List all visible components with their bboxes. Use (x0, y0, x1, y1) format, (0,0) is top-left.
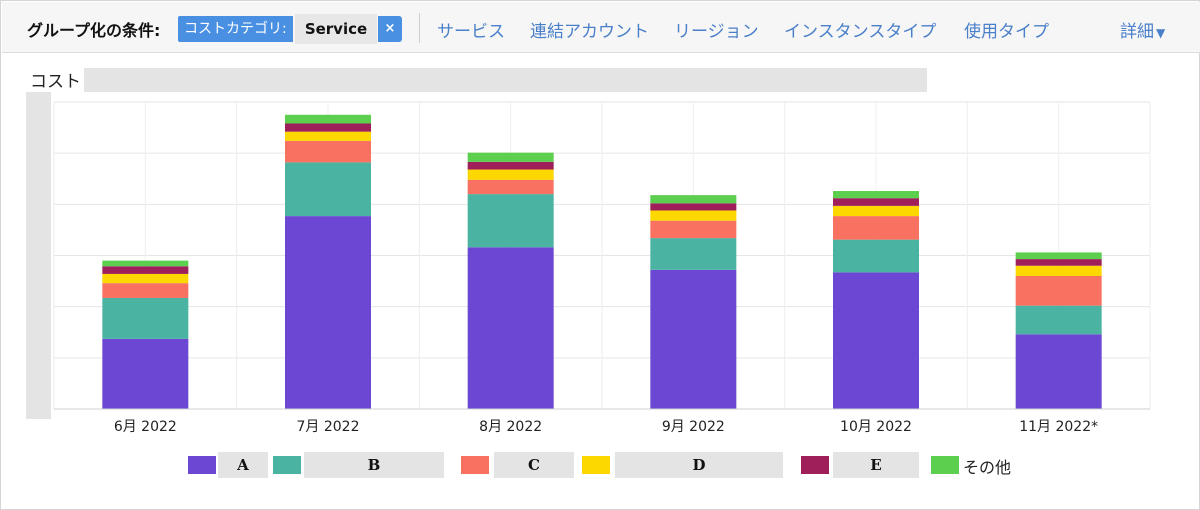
legend-label-a[interactable]: A (218, 452, 268, 478)
chevron-down-icon: ▼ (1156, 26, 1166, 40)
bar-segment-e-5[interactable] (1015, 259, 1102, 266)
bar-segment-d-3[interactable] (650, 210, 737, 221)
group-by-toolbar: グループ化の条件: コストカテゴリ: Service × サービス 連結アカウン… (2, 2, 1200, 53)
redacted-chart-title (84, 68, 927, 92)
x-tick-label: 10月 2022 (840, 419, 912, 435)
bar-segment-e-2[interactable] (467, 161, 554, 170)
x-tick-label: 9月 2022 (662, 419, 725, 435)
bar-segment-other-4[interactable] (833, 191, 919, 199)
bar-segment-other-2[interactable] (467, 152, 554, 162)
bar-segment-d-5[interactable] (1015, 265, 1102, 276)
bar-segment-b-5[interactable] (1015, 305, 1102, 335)
group-by-usage-type-link[interactable]: 使用タイプ (964, 22, 1049, 42)
bar-segment-a-2[interactable] (467, 247, 554, 409)
legend-label-d[interactable]: D (615, 452, 783, 478)
bar-segment-e-4[interactable] (833, 198, 919, 206)
bar-segment-a-1[interactable] (285, 216, 371, 409)
bar-segment-e-3[interactable] (650, 203, 737, 211)
bar-segment-c-4[interactable] (833, 216, 919, 240)
x-tick-label: 7月 2022 (297, 419, 360, 435)
legend-swatch-e[interactable] (801, 456, 829, 474)
filter-chip-value[interactable]: Service (295, 14, 377, 44)
bar-segment-b-2[interactable] (467, 194, 554, 248)
bar-segment-b-3[interactable] (650, 238, 737, 270)
bar-segment-a-5[interactable] (1015, 334, 1102, 409)
group-by-instance-type-link[interactable]: インスタンスタイプ (784, 22, 937, 42)
group-by-label: グループ化の条件: (27, 21, 161, 40)
bar-segment-other-1[interactable] (285, 114, 371, 124)
bar-segment-a-4[interactable] (833, 272, 919, 409)
legend-swatch-c[interactable] (461, 456, 489, 474)
bar-segment-other-5[interactable] (1015, 252, 1102, 260)
redacted-y-axis-ticks (26, 92, 51, 419)
bar-segment-c-0[interactable] (102, 283, 189, 298)
details-dropdown[interactable]: 詳細 ▼ (1120, 17, 1165, 42)
group-by-service-link[interactable]: サービス (437, 22, 505, 42)
bar-segment-d-0[interactable] (102, 273, 189, 284)
bar-segment-b-1[interactable] (285, 162, 371, 217)
legend-swatch-d[interactable] (582, 456, 610, 474)
legend-swatch-other[interactable] (931, 456, 959, 474)
bar-segment-c-3[interactable] (650, 220, 737, 239)
x-tick-label: 11月 2022* (1019, 419, 1098, 435)
group-by-region-link[interactable]: リージョン (674, 22, 759, 42)
stacked-bar-chart: 6月 2022 7月 2022 8月 2022 9月 2022 10月 2022 11月 … (53, 101, 1151, 435)
bar-segment-d-1[interactable] (285, 131, 371, 141)
bar-segment-e-1[interactable] (285, 123, 371, 132)
details-label: 詳細 (1120, 22, 1154, 42)
legend-label-c[interactable]: C (494, 452, 574, 478)
bar-segment-other-0[interactable] (102, 260, 189, 267)
close-icon[interactable]: × (378, 16, 402, 42)
bar-segment-other-3[interactable] (650, 195, 737, 204)
legend-swatch-a[interactable] (188, 456, 216, 474)
x-tick-label: 6月 2022 (114, 419, 177, 435)
filter-chip-key[interactable]: コストカテゴリ: (178, 16, 293, 42)
bar-segment-b-4[interactable] (833, 239, 919, 273)
x-tick-label: 8月 2022 (479, 419, 542, 435)
legend-swatch-b[interactable] (273, 456, 301, 474)
bar-segment-a-0[interactable] (102, 338, 189, 409)
legend-label-other[interactable]: その他 (963, 458, 1012, 477)
bar-segment-d-4[interactable] (833, 205, 919, 217)
legend-label-b[interactable]: B (304, 452, 444, 478)
bar-segment-c-5[interactable] (1015, 275, 1102, 306)
bar-segment-e-0[interactable] (102, 266, 189, 274)
bar-segment-a-3[interactable] (650, 269, 737, 409)
bar-segment-b-0[interactable] (102, 297, 189, 339)
bar-segment-c-1[interactable] (285, 140, 371, 163)
legend-label-e[interactable]: E (833, 452, 919, 478)
y-axis-title: コスト (30, 72, 81, 92)
bar-segment-c-2[interactable] (467, 179, 554, 195)
bar-segment-d-2[interactable] (467, 169, 554, 180)
toolbar-divider (419, 13, 420, 43)
group-by-linked-account-link[interactable]: 連結アカウント (530, 22, 649, 42)
